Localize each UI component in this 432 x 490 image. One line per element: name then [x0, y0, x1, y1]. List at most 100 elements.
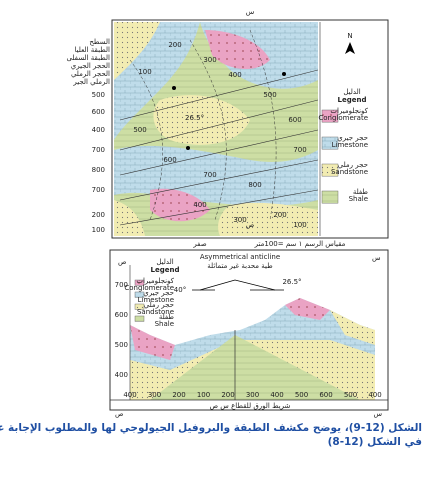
contour-label: 600 [163, 156, 176, 164]
north-arrow [345, 42, 355, 54]
sandstone-area [218, 202, 318, 236]
sandstone-layer [330, 310, 375, 345]
legend-swatch [134, 315, 145, 322]
shale-core [150, 335, 360, 400]
strip-value: 400 [270, 391, 283, 399]
strip-value: 500 [295, 391, 308, 399]
sandstone-area [114, 22, 160, 80]
elevation: 400 [115, 371, 128, 379]
legend-item: حجر رملي [338, 161, 368, 169]
legend-item-en: Limestone [332, 141, 368, 149]
conglomerate-layer [130, 325, 175, 360]
legend-swatch [321, 136, 339, 150]
strip-value: 200 [172, 391, 185, 399]
legend-swatch [134, 279, 145, 286]
strip-value: 400 [123, 391, 136, 399]
contour-label: 300 [203, 56, 216, 64]
left-value: 600 [92, 108, 105, 116]
side-note: الطبقة العليا [75, 46, 111, 54]
angle-right: 26.5° [282, 278, 301, 286]
contour-label: 100 [138, 68, 151, 76]
legend-item-en: Sandstone [331, 168, 368, 176]
left-value: 100 [92, 226, 105, 234]
profile-right: س [372, 254, 381, 262]
strip-value: 200 [221, 391, 234, 399]
left-value: 700 [92, 146, 105, 154]
contour-label: 700 [203, 171, 216, 179]
contour-line [129, 29, 277, 221]
strip-value: 400 [368, 391, 381, 399]
strip-left: ص [115, 410, 123, 418]
strip-value: 300 [148, 391, 161, 399]
contour-label: 500 [263, 91, 276, 99]
profile-title: Asymmetrical anticline [200, 253, 280, 261]
legend-item-en: Shale [349, 195, 368, 203]
contour-label: 200 [168, 41, 181, 49]
elevation: 500 [115, 341, 128, 349]
contour-label: 600 [288, 116, 301, 124]
dip-label: 26.5° [185, 114, 204, 122]
legend-title-en: Legend [151, 266, 180, 274]
contour-label: 400 [193, 201, 206, 209]
strip-value: 300 [246, 391, 259, 399]
left-value: 700 [92, 186, 105, 194]
left-value: 800 [92, 166, 105, 174]
legend-item-en: Conglomerate [124, 284, 174, 292]
legend-swatch [134, 291, 145, 298]
side-note: الطبقة السفلى [67, 54, 111, 62]
legend-swatch [321, 163, 339, 177]
bottom-label: ص [246, 221, 254, 229]
legend-item: حجر رملي [144, 301, 174, 309]
profile-left: ص [118, 258, 126, 266]
legend-item: طفلة [159, 313, 175, 321]
legend-title: الدليل [156, 258, 173, 266]
contour-label: 500 [133, 126, 146, 134]
left-value: 200 [92, 211, 105, 219]
strip-value: 100 [197, 391, 210, 399]
side-note: الرملي الجير [72, 78, 110, 86]
contour-label: 200 [273, 211, 286, 219]
strip-caption: شريط الورق للقطاع س ص [210, 402, 291, 410]
strip-value: 500 [344, 391, 357, 399]
conglomerate-area [150, 188, 210, 222]
legend-title-en: Legend [338, 96, 367, 104]
strip-value: 600 [319, 391, 332, 399]
point [282, 72, 286, 76]
geologic-map [111, 19, 389, 239]
sandstone-area [114, 200, 145, 236]
legend-item: كونجلوميرات [136, 277, 174, 285]
scale-label: مقياس الرسم ١ سم =100متر [254, 240, 346, 248]
contour-label: 800 [248, 181, 261, 189]
contour-label: 400 [228, 71, 241, 79]
strip-right: س [373, 410, 382, 418]
contour-label: 700 [293, 146, 306, 154]
angle-left: 40° [174, 286, 186, 294]
caption: الشكل (12-9)، يوضح مكشف الطبقة والبروفيل… [0, 422, 422, 434]
left-value: 400 [92, 126, 105, 134]
left-value: 500 [92, 91, 105, 99]
legend-title: الدليل [343, 88, 360, 96]
legend-item-en: Shale [155, 320, 174, 328]
caption: في الشكل (12-8) [328, 436, 423, 448]
elevation: 600 [115, 311, 128, 319]
legend-item-en: Limestone [138, 296, 174, 304]
scale-zero: صفر [192, 240, 206, 248]
legend-item-en: Conglomerate [318, 114, 368, 122]
legend-item: حجر جيري [337, 134, 368, 142]
legend-swatch [321, 190, 339, 204]
elevation: 700 [115, 281, 128, 289]
profile-subtitle: طية محدبة غير متماثلة [207, 262, 273, 270]
side-note: الحجر الجيري [71, 62, 110, 70]
legend-swatch [321, 109, 339, 123]
top-label: س [246, 8, 255, 16]
contour-label: 300 [233, 216, 246, 224]
legend-item: طفلة [353, 188, 369, 196]
side-note: الحجر الرملي [71, 70, 110, 78]
conglomerate-area [205, 30, 270, 70]
conglomerate-layer [285, 298, 330, 320]
sandstone-area [153, 95, 250, 145]
legend-swatch [134, 303, 145, 310]
legend-item-en: Sandstone [137, 308, 174, 316]
contour-label: 100 [293, 221, 306, 229]
